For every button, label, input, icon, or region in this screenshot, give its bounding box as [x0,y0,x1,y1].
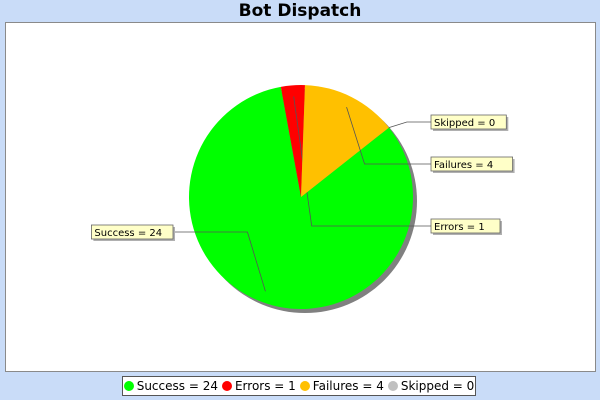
legend-item-errors: Errors = 1 [221,379,296,393]
label-box-failures [430,156,513,172]
data-label-errors: Errors = 1 [434,222,485,233]
pie-slice-success[interactable] [189,86,413,309]
pie-slice-failures[interactable] [301,85,389,197]
legend-swatch-success [123,381,134,391]
label-box-skipped [430,114,507,130]
data-label-skipped: Skipped = 0 [434,118,495,129]
data-label-success: Success = 24 [94,228,162,239]
label-box-success [91,224,174,240]
legend-swatch-errors [221,381,232,391]
label-leader-skipped [388,121,431,128]
legend-item-failures: Failures = 4 [299,379,384,393]
plot-area: Success = 24 Errors = 1 Failures = 4 Skippe… [5,22,596,372]
chart-title: Bot Dispatch [238,1,362,21]
label-leader-success [173,231,266,292]
legend-label-success: Success = 24 [136,379,218,393]
label-leader-failures [346,106,431,165]
pie-chart: Success = 24 Errors = 1 Failures = 4 Skippe… [91,85,515,313]
legend: Success = 24 Errors = 1 Failures = 4 Skippe… [122,376,476,396]
label-leader-errors [293,96,431,227]
legend-label-errors: Errors = 1 [234,379,296,393]
pie-slice-errors[interactable] [280,85,305,197]
legend-item-skipped: Skipped = 0 [387,379,475,393]
legend-label-skipped: Skipped = 0 [400,379,475,393]
data-label-failures: Failures = 4 [434,160,493,171]
legend-item-success: Success = 24 [123,379,218,393]
label-box-errors [430,218,501,234]
legend-swatch-failures [299,381,310,391]
legend-label-failures: Failures = 4 [312,379,384,393]
legend-swatch-skipped [387,381,398,391]
